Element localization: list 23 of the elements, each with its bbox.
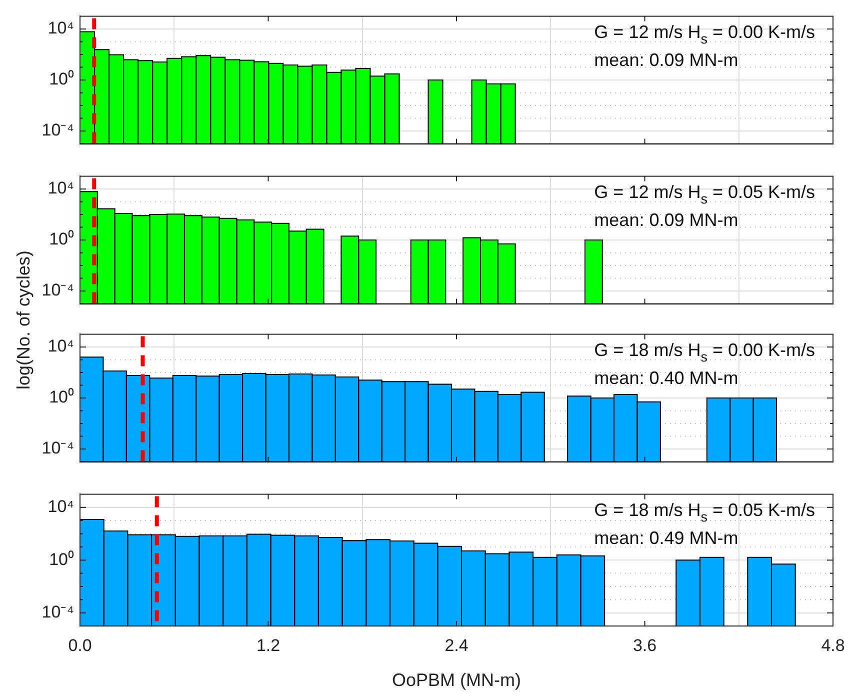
annotation: mean: 0.40 MN-m (594, 368, 738, 388)
x-tick-label: 0.0 (68, 636, 92, 655)
x-tick-label: 1.2 (256, 636, 280, 655)
y-tick-label: 10⁰ (49, 388, 74, 407)
y-tick-label: 10⁰ (49, 550, 74, 569)
annotation: mean: 0.49 MN-m (594, 528, 738, 548)
x-tick-label: 4.8 (821, 636, 845, 655)
y-tick-label: 10⁻⁴ (42, 280, 74, 300)
y-tick-label: 10⁻⁴ (42, 438, 74, 458)
annotation: mean: 0.09 MN-m (594, 50, 738, 70)
y-tick-label: 10⁴ (48, 336, 74, 356)
y-tick-label: 10⁴ (48, 18, 74, 38)
y-tick-label: 10⁴ (48, 178, 74, 198)
y-tick-label: 10⁰ (49, 230, 74, 249)
annotation: mean: 0.09 MN-m (594, 210, 738, 230)
y-tick-label: 10⁻⁴ (42, 120, 74, 140)
x-tick-label: 3.6 (632, 636, 657, 655)
x-tick-label: 2.4 (444, 636, 468, 655)
y-axis-title: log(No. of cycles) (14, 250, 34, 390)
x-axis-title: OoPBM (MN-m) (392, 670, 521, 690)
y-tick-label: 10⁰ (49, 70, 74, 89)
y-tick-label: 10⁻⁴ (42, 602, 74, 622)
y-tick-label: 10⁴ (48, 497, 74, 516)
